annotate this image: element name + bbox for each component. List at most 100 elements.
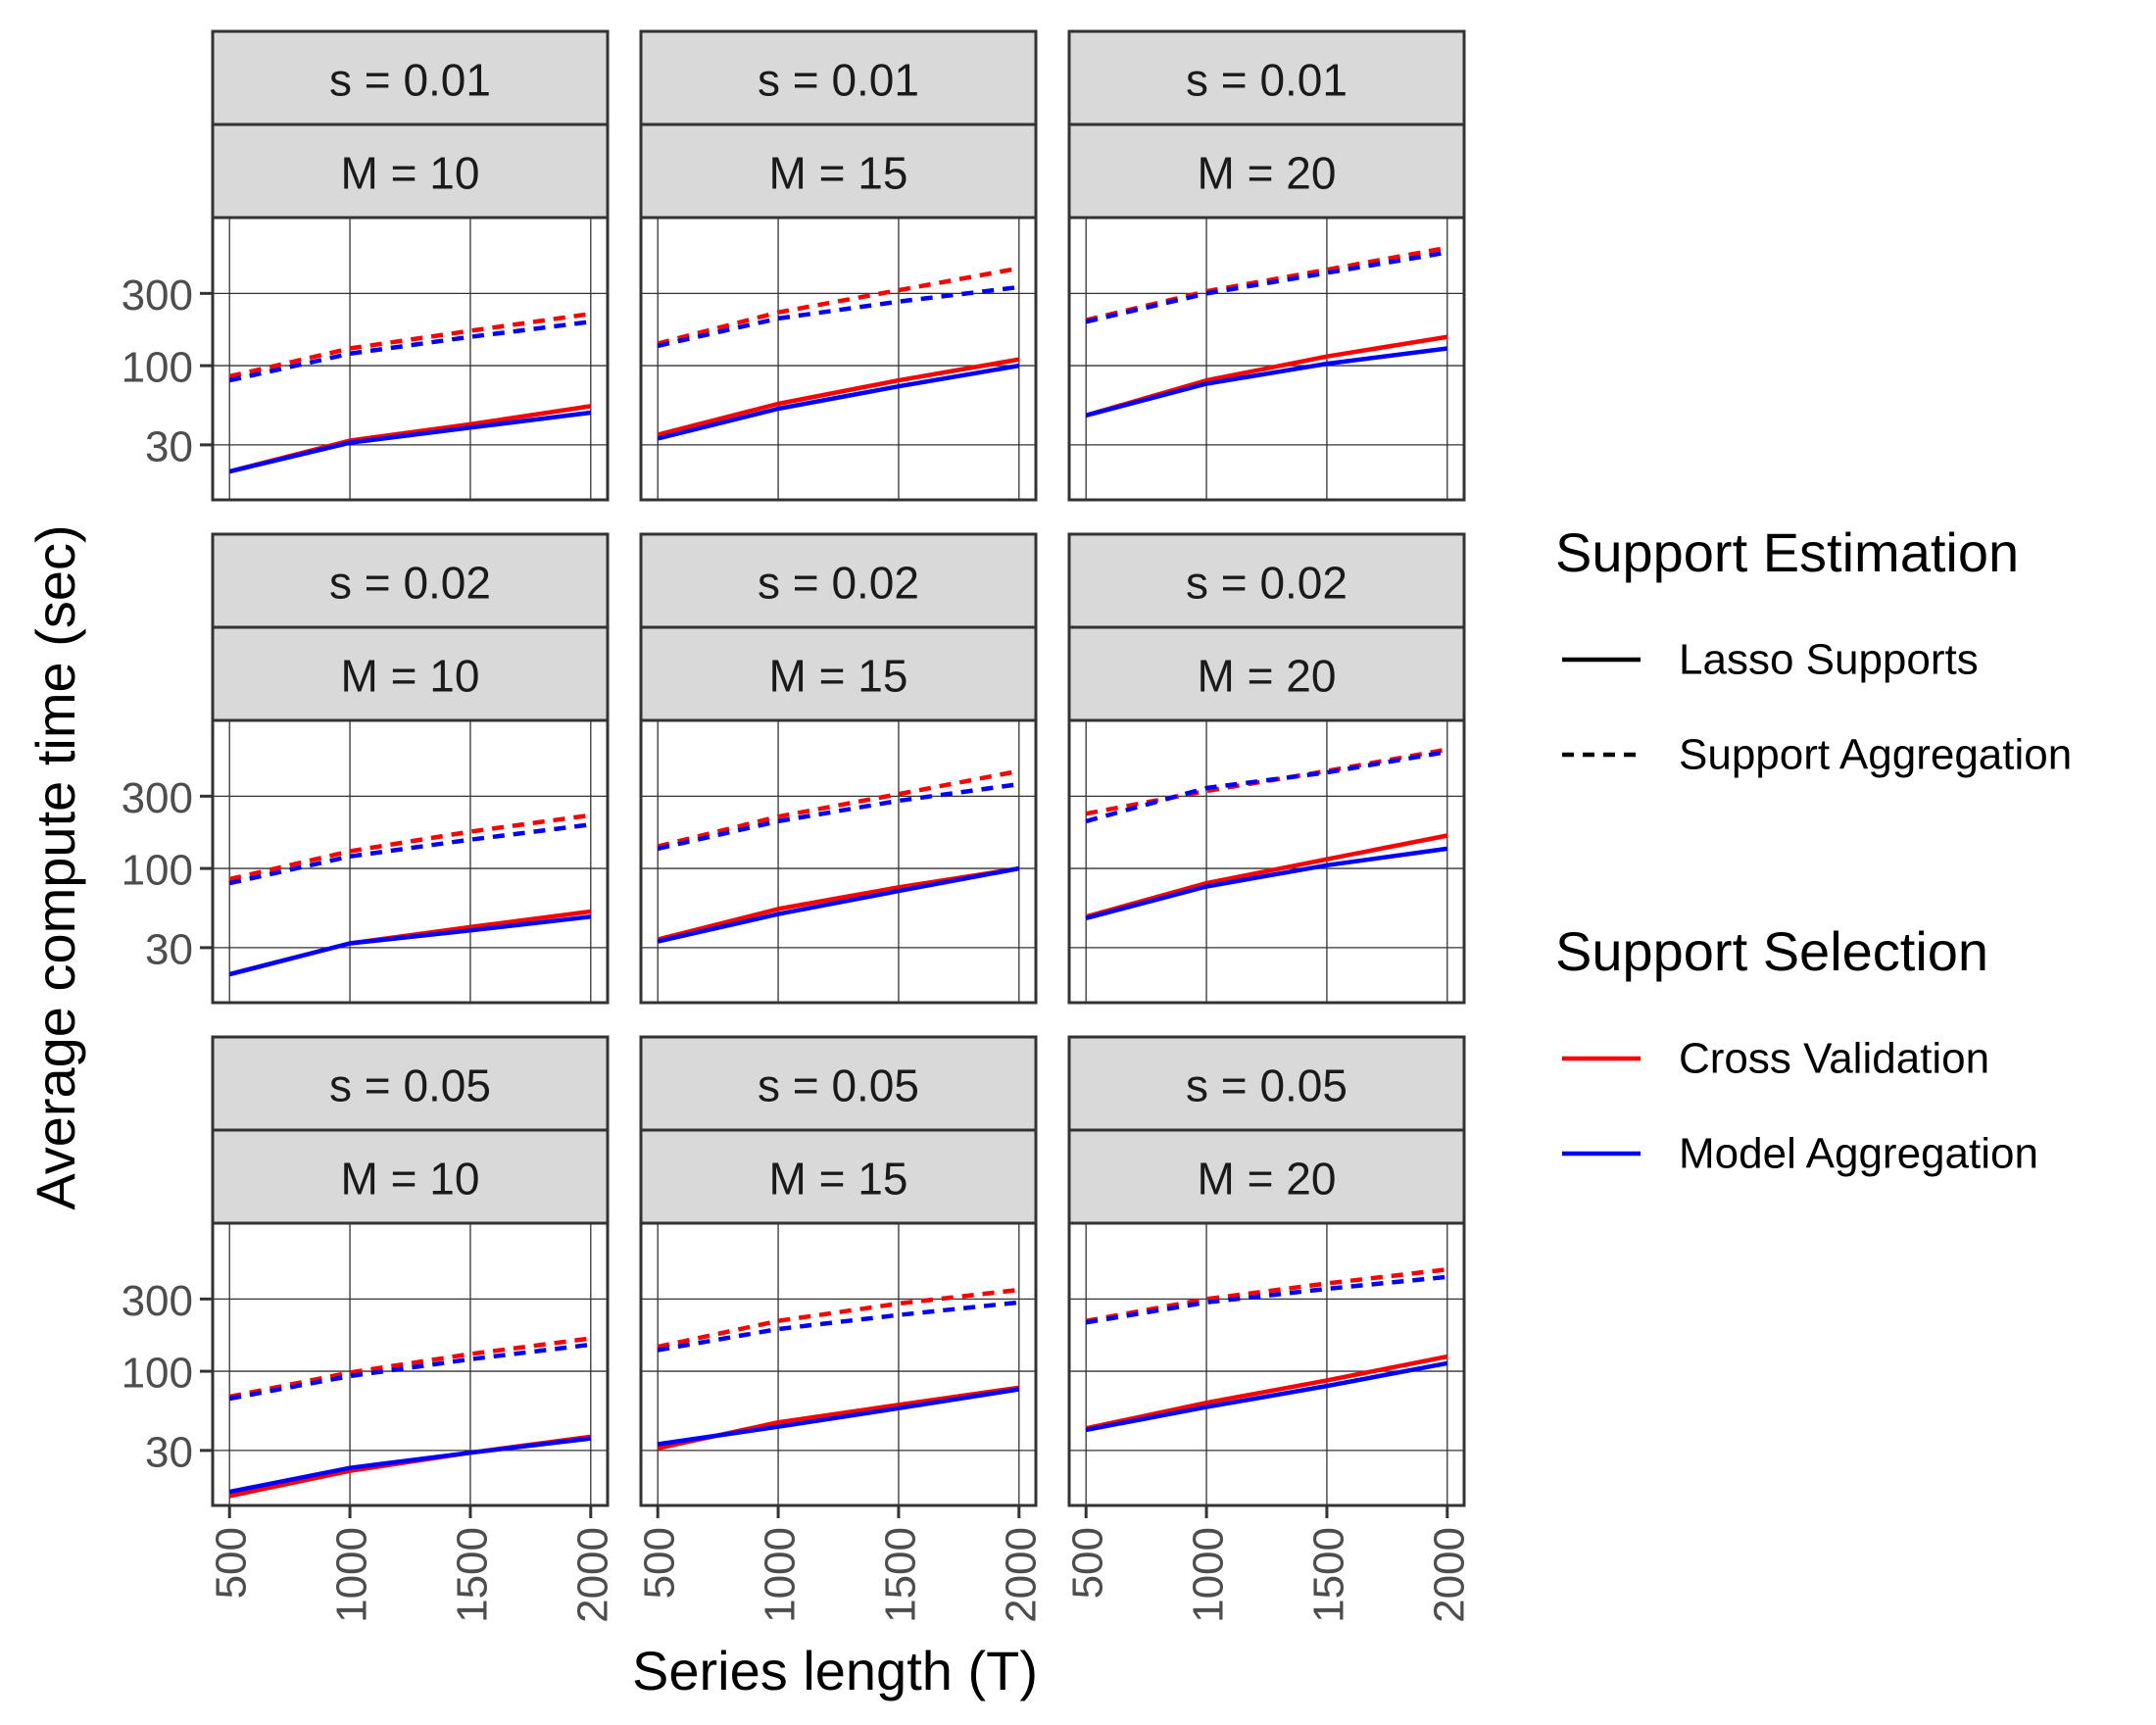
y-tick-label: 30 <box>145 1428 193 1476</box>
facet-strip-s-label: s = 0.01 <box>329 55 491 106</box>
support-aggregation-cross-validation-line <box>228 813 592 882</box>
panel-border <box>1067 718 1466 1005</box>
lasso-supports-model-aggregation-line <box>228 1436 592 1495</box>
facet-strip-m <box>1067 123 1466 220</box>
facet-panel: s = 0.05 M = 15 500 1000 1500 2000 <box>636 1035 1045 1623</box>
y-tick-label: 100 <box>122 344 193 392</box>
panel-border <box>211 718 610 1005</box>
facet-strip-s <box>639 29 1038 126</box>
y-tick-label: 30 <box>145 925 193 973</box>
x-tick-label: 2000 <box>997 1527 1045 1623</box>
legend-label-support-aggregation: Support Aggregation <box>1679 731 2072 779</box>
legend-label-cross-validation: Cross Validation <box>1679 1035 1989 1083</box>
legend-label-model-aggregation: Model Aggregation <box>1679 1130 2038 1178</box>
y-axis-title: Average compute time (sec) <box>24 524 86 1209</box>
facet-strip-s-label: s = 0.02 <box>329 558 491 609</box>
facet-strip-m-label: M = 10 <box>341 651 480 702</box>
facet-strip-m <box>1067 1128 1466 1225</box>
panel-background <box>213 218 608 500</box>
facet-strip-s-label: s = 0.02 <box>758 558 919 609</box>
facet-strip-m <box>211 123 610 220</box>
lasso-supports-cross-validation-line <box>1085 1354 1448 1431</box>
lasso-supports-model-aggregation-line <box>228 410 592 474</box>
facet-panel: s = 0.02 M = 20 <box>1067 532 1466 1005</box>
legend: Support Estimation Lasso Supports Suppor… <box>1555 521 2072 1178</box>
lasso-supports-model-aggregation-line <box>657 363 1020 441</box>
y-tick-label: 100 <box>122 847 193 895</box>
lasso-supports-model-aggregation-line <box>657 1387 1020 1447</box>
panel-border <box>639 216 1038 502</box>
x-tick-label: 2000 <box>1425 1527 1473 1623</box>
lasso-supports-cross-validation-line <box>657 357 1020 437</box>
facet-strip-s <box>639 532 1038 629</box>
facet-strip-s-label: s = 0.05 <box>329 1060 491 1111</box>
facet-panel: s = 0.01 M = 10 30 100 300 <box>122 29 610 502</box>
x-tick-label: 500 <box>636 1527 684 1599</box>
facet-strip-s <box>211 532 610 629</box>
facet-strip-s <box>1067 29 1466 126</box>
facet-strip-m-label: M = 20 <box>1198 651 1337 702</box>
x-tick-label: 2000 <box>568 1527 616 1623</box>
facet-strip-s-label: s = 0.05 <box>758 1060 919 1111</box>
panel-background <box>641 1223 1036 1505</box>
x-tick-label: 1000 <box>757 1527 805 1623</box>
facet-panel: s = 0.02 M = 15 <box>639 532 1038 1005</box>
panel-background <box>213 720 608 1003</box>
x-tick-label: 1000 <box>328 1527 376 1623</box>
x-tick-label: 1500 <box>876 1527 924 1623</box>
lasso-supports-model-aggregation-line <box>1085 346 1448 418</box>
x-axis-title: Series length (T) <box>632 1640 1038 1701</box>
x-tick-label: 500 <box>1064 1527 1112 1599</box>
facet-strip-s-label: s = 0.02 <box>1186 558 1348 609</box>
y-tick-label: 100 <box>122 1350 193 1398</box>
panel-border <box>1067 1221 1466 1507</box>
lasso-supports-model-aggregation-line <box>228 914 592 977</box>
facet-strip-m-label: M = 10 <box>341 148 480 199</box>
legend-label-lasso-supports: Lasso Supports <box>1679 636 1979 684</box>
panel-border <box>639 718 1038 1005</box>
facet-strip-m-label: M = 10 <box>341 1154 480 1205</box>
facet-strip-s-label: s = 0.05 <box>1186 1060 1348 1111</box>
legend-title-selection: Support Selection <box>1555 920 1988 982</box>
facet-strip-s <box>211 1035 610 1132</box>
x-tick-label: 1000 <box>1185 1527 1233 1623</box>
support-aggregation-model-aggregation-line <box>657 781 1020 852</box>
facet-strip-m <box>211 625 610 722</box>
panel-background <box>1069 720 1464 1003</box>
y-tick-label: 30 <box>145 422 193 470</box>
facet-strip-m <box>639 123 1038 220</box>
lasso-supports-model-aggregation-line <box>1085 1360 1448 1433</box>
support-aggregation-cross-validation-line <box>657 266 1020 346</box>
panel-border <box>211 1221 610 1507</box>
y-tick-label: 300 <box>122 271 193 320</box>
facet-strip-s-label: s = 0.01 <box>1186 55 1348 106</box>
lasso-supports-model-aggregation-line <box>1085 846 1448 920</box>
facet-strip-s-label: s = 0.01 <box>758 55 919 106</box>
x-tick-label: 1500 <box>448 1527 496 1623</box>
facet-strip-m <box>1067 625 1466 722</box>
facet-strip-m-label: M = 20 <box>1198 148 1337 199</box>
support-aggregation-cross-validation-line <box>657 768 1020 849</box>
legend-title-estimation: Support Estimation <box>1555 521 2019 583</box>
support-aggregation-cross-validation-line <box>228 311 592 379</box>
y-tick-label: 300 <box>122 1277 193 1325</box>
facet-strip-s <box>211 29 610 126</box>
y-tick-label: 300 <box>122 774 193 822</box>
support-aggregation-model-aggregation-line <box>1085 250 1448 324</box>
facet-strip-m-label: M = 20 <box>1198 1154 1337 1205</box>
facet-panel: s = 0.05 M = 20 500 1000 1500 2000 <box>1064 1035 1473 1623</box>
support-aggregation-model-aggregation-line <box>1085 749 1448 824</box>
facet-panel: s = 0.02 M = 10 30 100 300 <box>122 532 610 1005</box>
panel-background <box>641 218 1036 500</box>
facet-strip-m-label: M = 15 <box>769 148 908 199</box>
panel-border <box>639 1221 1038 1507</box>
x-tick-label: 500 <box>208 1527 256 1599</box>
facet-panel: s = 0.05 M = 10 30 100 300 500 1000 1500 2000 <box>122 1035 616 1623</box>
facet-strip-s <box>639 1035 1038 1132</box>
facet-strip-m <box>639 625 1038 722</box>
facet-panel: s = 0.01 M = 15 <box>639 29 1038 502</box>
lasso-supports-model-aggregation-line <box>657 865 1020 944</box>
panel-background <box>1069 218 1464 500</box>
